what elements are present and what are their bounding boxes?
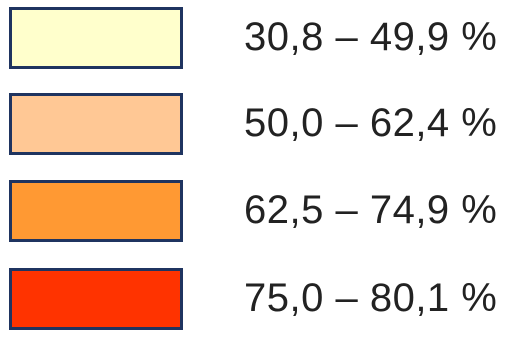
legend-range-label: 75,0 – 80,1 % (244, 276, 498, 320)
legend-swatch (9, 268, 183, 330)
legend-range-label: 62,5 – 74,9 % (244, 188, 498, 232)
legend-item: 50,0 – 62,4 % (0, 93, 524, 163)
legend-range-label: 50,0 – 62,4 % (244, 101, 498, 145)
legend-item: 62,5 – 74,9 % (0, 180, 524, 250)
legend-range-label: 30,8 – 49,9 % (244, 15, 498, 59)
legend-swatch (9, 7, 183, 69)
legend-item: 75,0 – 80,1 % (0, 268, 524, 338)
legend-item: 30,8 – 49,9 % (0, 7, 524, 77)
legend-swatch (9, 93, 183, 155)
legend-swatch (9, 180, 183, 242)
